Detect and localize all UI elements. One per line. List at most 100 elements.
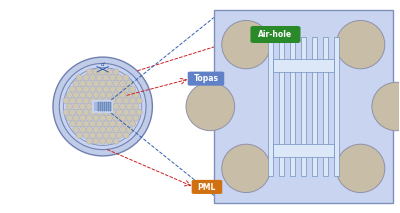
Ellipse shape bbox=[130, 86, 136, 92]
Bar bbox=[106, 102, 107, 111]
Ellipse shape bbox=[103, 75, 109, 81]
Ellipse shape bbox=[106, 103, 112, 110]
Ellipse shape bbox=[123, 109, 129, 115]
Bar bbox=[108, 102, 109, 111]
Ellipse shape bbox=[113, 103, 119, 110]
Bar bbox=[214, 10, 393, 203]
Bar bbox=[104, 102, 105, 111]
Text: d: d bbox=[101, 62, 104, 66]
Ellipse shape bbox=[53, 57, 152, 156]
Ellipse shape bbox=[100, 127, 106, 133]
Ellipse shape bbox=[86, 92, 92, 98]
Text: PML: PML bbox=[197, 183, 215, 191]
Ellipse shape bbox=[70, 98, 76, 104]
Ellipse shape bbox=[66, 92, 72, 98]
Ellipse shape bbox=[100, 80, 106, 86]
Ellipse shape bbox=[123, 86, 129, 92]
FancyBboxPatch shape bbox=[192, 180, 222, 194]
Ellipse shape bbox=[73, 115, 79, 121]
Ellipse shape bbox=[96, 75, 102, 81]
Ellipse shape bbox=[116, 132, 122, 138]
Bar bbox=[100, 102, 101, 111]
Text: d: d bbox=[358, 53, 363, 59]
Ellipse shape bbox=[86, 80, 92, 86]
Ellipse shape bbox=[113, 69, 119, 75]
Ellipse shape bbox=[93, 69, 99, 75]
Ellipse shape bbox=[73, 80, 79, 86]
Ellipse shape bbox=[123, 98, 129, 104]
Ellipse shape bbox=[90, 98, 96, 104]
Ellipse shape bbox=[110, 132, 116, 138]
Ellipse shape bbox=[100, 138, 106, 144]
Bar bbox=[268, 37, 273, 176]
Ellipse shape bbox=[90, 121, 96, 127]
Text: a: a bbox=[301, 25, 306, 31]
Ellipse shape bbox=[103, 86, 109, 92]
Ellipse shape bbox=[73, 92, 79, 98]
Ellipse shape bbox=[73, 127, 79, 133]
Text: b: b bbox=[301, 25, 306, 31]
Ellipse shape bbox=[110, 121, 116, 127]
Ellipse shape bbox=[106, 69, 112, 75]
Ellipse shape bbox=[93, 115, 99, 121]
Ellipse shape bbox=[83, 86, 89, 92]
Ellipse shape bbox=[66, 115, 72, 121]
Ellipse shape bbox=[120, 127, 126, 133]
Ellipse shape bbox=[83, 75, 89, 81]
Ellipse shape bbox=[93, 138, 99, 144]
Ellipse shape bbox=[93, 92, 99, 98]
Bar bbox=[95, 102, 96, 111]
Ellipse shape bbox=[83, 132, 89, 138]
Ellipse shape bbox=[110, 109, 116, 115]
Ellipse shape bbox=[136, 109, 142, 115]
Ellipse shape bbox=[96, 132, 102, 138]
Ellipse shape bbox=[113, 92, 119, 98]
Ellipse shape bbox=[113, 80, 119, 86]
Bar bbox=[92, 100, 113, 113]
Ellipse shape bbox=[96, 98, 102, 104]
Ellipse shape bbox=[76, 121, 82, 127]
Ellipse shape bbox=[100, 115, 106, 121]
FancyBboxPatch shape bbox=[188, 72, 224, 86]
Ellipse shape bbox=[126, 92, 132, 98]
Ellipse shape bbox=[103, 121, 109, 127]
Ellipse shape bbox=[336, 20, 385, 69]
Bar bbox=[273, 59, 334, 72]
Ellipse shape bbox=[103, 98, 109, 104]
Ellipse shape bbox=[222, 20, 270, 69]
Text: Λ$_x$: Λ$_x$ bbox=[266, 92, 275, 102]
Ellipse shape bbox=[222, 144, 270, 193]
Ellipse shape bbox=[59, 63, 146, 150]
Ellipse shape bbox=[130, 98, 136, 104]
Ellipse shape bbox=[126, 80, 132, 86]
Ellipse shape bbox=[133, 103, 139, 110]
Bar bbox=[96, 102, 97, 111]
Ellipse shape bbox=[123, 121, 129, 127]
Ellipse shape bbox=[90, 86, 96, 92]
Ellipse shape bbox=[86, 69, 92, 75]
Ellipse shape bbox=[116, 75, 122, 81]
Ellipse shape bbox=[80, 115, 86, 121]
Ellipse shape bbox=[80, 92, 86, 98]
Ellipse shape bbox=[86, 138, 92, 144]
Ellipse shape bbox=[80, 103, 86, 110]
Ellipse shape bbox=[106, 92, 112, 98]
Ellipse shape bbox=[93, 80, 99, 86]
Ellipse shape bbox=[133, 115, 139, 121]
Ellipse shape bbox=[123, 132, 129, 138]
Ellipse shape bbox=[70, 109, 76, 115]
Bar bbox=[110, 102, 111, 111]
Ellipse shape bbox=[76, 86, 82, 92]
Ellipse shape bbox=[106, 80, 112, 86]
Ellipse shape bbox=[90, 109, 96, 115]
Ellipse shape bbox=[80, 80, 86, 86]
Ellipse shape bbox=[64, 68, 142, 145]
Ellipse shape bbox=[110, 75, 116, 81]
Ellipse shape bbox=[110, 86, 116, 92]
Text: Topas: Topas bbox=[194, 74, 218, 83]
Ellipse shape bbox=[93, 103, 99, 110]
Ellipse shape bbox=[130, 121, 136, 127]
Bar bbox=[278, 37, 284, 176]
Text: Air-hole: Air-hole bbox=[258, 30, 292, 39]
Ellipse shape bbox=[70, 86, 76, 92]
